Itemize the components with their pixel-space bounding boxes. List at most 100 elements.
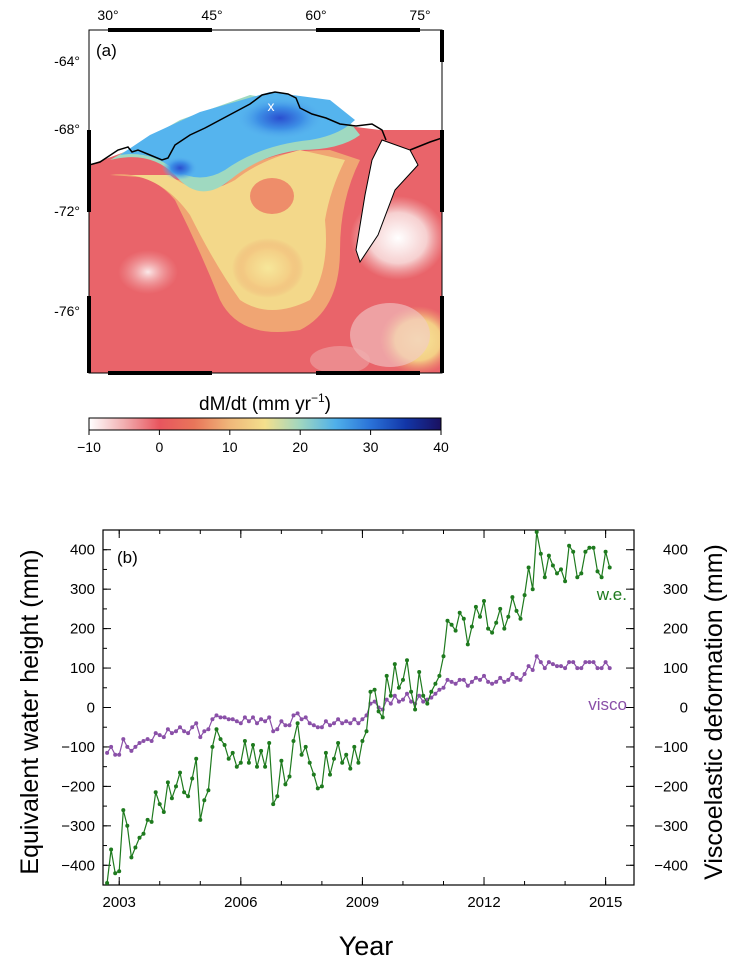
- data-point-visco: [275, 727, 280, 732]
- data-point-visco: [514, 675, 519, 680]
- y-tick-label-right: −400: [654, 857, 688, 874]
- mass-change-field: [89, 91, 442, 373]
- data-point-visco: [238, 721, 243, 726]
- data-point-we: [275, 794, 280, 799]
- data-point-we: [368, 689, 373, 694]
- data-point-we: [417, 670, 422, 674]
- data-point-we: [356, 760, 361, 765]
- data-point-visco: [478, 677, 482, 682]
- data-point-we: [161, 810, 166, 814]
- data-point-we: [575, 575, 580, 580]
- data-point-visco: [352, 717, 357, 722]
- data-point-visco: [283, 723, 288, 728]
- data-point-we: [323, 750, 328, 755]
- series-label-visco: visco: [588, 695, 627, 714]
- data-point-visco: [344, 719, 349, 724]
- data-point-we: [433, 681, 438, 686]
- data-point-we: [546, 553, 551, 558]
- data-point-visco: [396, 699, 401, 704]
- lon-tick-label: 30°: [97, 7, 118, 23]
- data-point-we: [319, 784, 324, 789]
- panel-label-a: (a): [96, 41, 117, 60]
- data-point-we: [437, 673, 442, 678]
- data-point-visco: [255, 721, 259, 726]
- data-point-visco: [133, 744, 138, 749]
- data-point-visco: [555, 664, 559, 669]
- data-point-we: [380, 715, 385, 720]
- y-axis-title-left: Equivalent water height (mm): [16, 549, 44, 874]
- data-point-we: [441, 654, 446, 659]
- data-point-we: [465, 642, 470, 647]
- data-point-visco: [198, 735, 203, 740]
- data-point-we: [384, 673, 389, 678]
- data-point-we: [332, 756, 336, 761]
- data-point-we: [141, 831, 146, 836]
- data-point-we: [469, 624, 474, 629]
- data-point-visco: [157, 733, 162, 738]
- x-tick-label: 2006: [224, 894, 257, 911]
- data-point-we: [198, 817, 203, 822]
- data-point-visco: [473, 675, 478, 680]
- y-tick-label-right: 100: [663, 660, 688, 677]
- y-tick-label-left: 100: [70, 660, 95, 677]
- data-point-visco: [421, 699, 426, 704]
- data-point-we: [405, 658, 409, 663]
- data-point-visco: [542, 666, 547, 671]
- colorbar: [88, 417, 442, 431]
- data-point-visco: [567, 660, 572, 665]
- data-point-we: [413, 707, 418, 712]
- data-point-we: [599, 575, 604, 580]
- data-point-we: [607, 565, 612, 570]
- data-point-visco: [259, 717, 264, 722]
- data-point-visco: [510, 672, 515, 676]
- data-point-we: [283, 782, 288, 787]
- data-point-visco: [437, 687, 442, 692]
- timeseries-chart: 2003 2006 2009 2012 2015 400 400 300 300 200 200 10…: [16, 529, 728, 961]
- y-tick-label-right: 400: [663, 542, 688, 559]
- y-tick-label-left: 0: [87, 700, 95, 717]
- panel-label-b: (b): [117, 548, 138, 567]
- lon-tick-label: 75°: [409, 7, 430, 23]
- data-point-visco: [340, 721, 345, 726]
- data-point-we: [299, 752, 304, 757]
- y-tick-label-right: 200: [663, 621, 688, 638]
- data-point-we: [555, 571, 559, 576]
- data-point-visco: [271, 729, 276, 734]
- x-tick-label: 2015: [589, 894, 622, 911]
- data-point-we: [364, 729, 369, 734]
- data-point-visco: [563, 666, 568, 671]
- data-point-we: [587, 545, 592, 550]
- data-point-visco: [433, 691, 438, 696]
- data-point-visco: [165, 727, 170, 732]
- data-point-visco: [117, 752, 122, 757]
- data-point-visco: [105, 750, 110, 755]
- lat-tick-label: -64°: [54, 53, 80, 69]
- data-point-visco: [457, 677, 462, 682]
- data-point-visco: [113, 752, 118, 757]
- data-point-we: [194, 756, 199, 761]
- y-tick-label-right: −100: [654, 739, 688, 756]
- data-point-visco: [190, 725, 195, 730]
- data-point-we: [315, 786, 320, 791]
- series-line-we: [106, 531, 611, 884]
- data-point-visco: [465, 683, 470, 688]
- data-point-we: [133, 845, 138, 850]
- data-point-we: [478, 614, 482, 619]
- data-point-visco: [246, 719, 251, 724]
- data-point-we: [178, 770, 182, 775]
- map-panel: x (a) 30° 45° 60° 75° -64° -68° -72° -76…: [54, 7, 449, 455]
- data-point-we: [186, 794, 191, 799]
- data-point-we: [202, 798, 207, 803]
- data-point-visco: [186, 731, 191, 736]
- data-point-we: [571, 549, 576, 554]
- data-point-we: [263, 764, 268, 769]
- data-point-visco: [538, 660, 543, 665]
- series-we: [105, 530, 612, 885]
- site-marker: x: [268, 98, 275, 114]
- data-point-we: [129, 855, 134, 860]
- data-point-we: [336, 741, 341, 745]
- data-point-visco: [230, 717, 235, 722]
- y-tick-label-left: −100: [61, 739, 95, 756]
- data-point-we: [542, 575, 547, 580]
- data-point-visco: [234, 719, 239, 724]
